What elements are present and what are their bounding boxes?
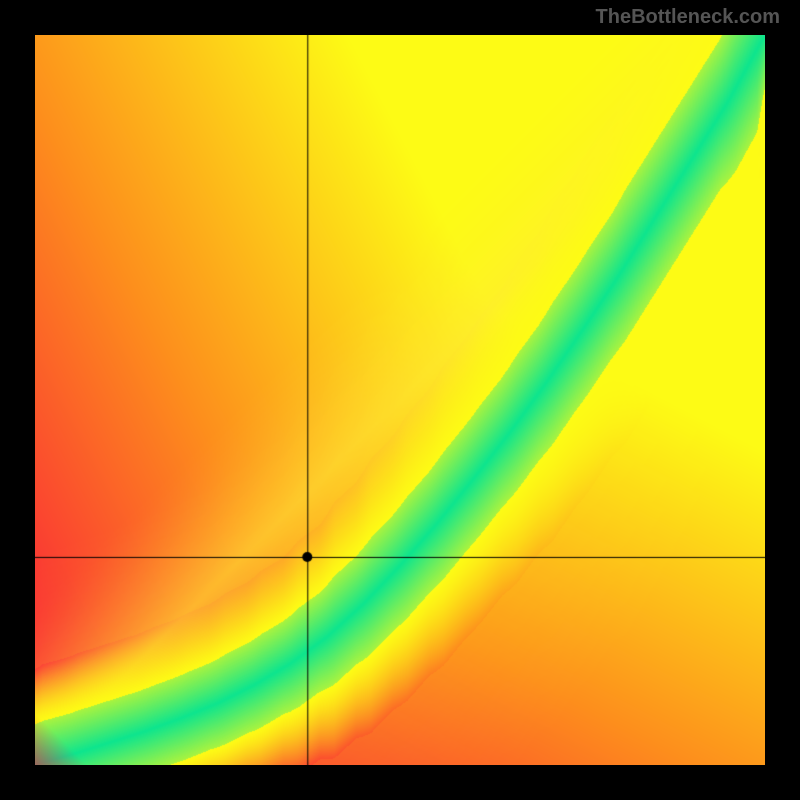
- chart-container: TheBottleneck.com: [0, 0, 800, 800]
- watermark-text: TheBottleneck.com: [596, 6, 780, 29]
- plot-area: [35, 35, 765, 765]
- heatmap-canvas: [35, 35, 765, 765]
